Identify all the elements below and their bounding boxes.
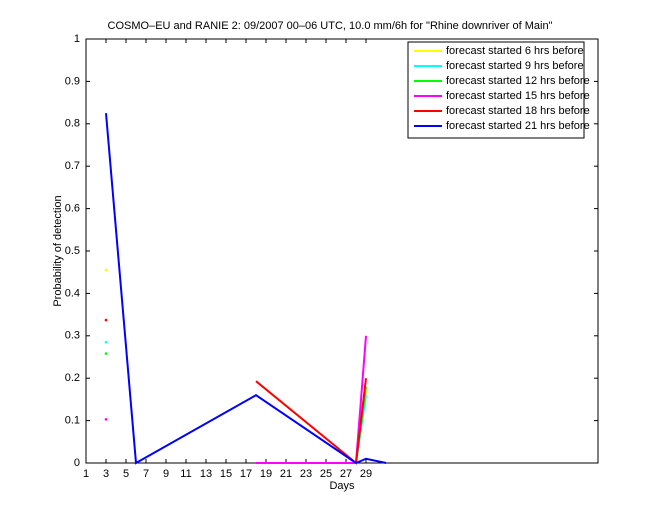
x-tick-label: 25 — [320, 468, 332, 480]
y-tick-label: 0.5 — [65, 245, 80, 257]
legend-label: forecast started 12 hrs before — [446, 75, 590, 87]
y-tick-label: 0.2 — [65, 372, 80, 384]
legend-label: forecast started 21 hrs before — [446, 120, 590, 132]
x-tick-label: 1 — [83, 468, 89, 480]
data-point — [104, 318, 108, 322]
y-tick-label: 1 — [74, 33, 80, 45]
chart-title: COSMO–EU and RANIE 2: 09/2007 00–06 UTC,… — [108, 20, 553, 32]
data-point — [104, 352, 108, 355]
x-axis-label: Days — [329, 480, 355, 492]
x-tick-label: 9 — [163, 468, 169, 480]
x-tick-label: 27 — [340, 468, 352, 480]
x-tick-label: 21 — [280, 468, 292, 480]
y-tick-label: 0.1 — [65, 415, 80, 427]
legend-label: forecast started 9 hrs before — [446, 60, 584, 72]
x-tick-label: 5 — [123, 468, 129, 480]
x-tick-label: 23 — [300, 468, 312, 480]
legend-label: forecast started 18 hrs before — [446, 105, 590, 117]
y-tick-label: 0.6 — [65, 203, 80, 215]
x-tick-label: 13 — [200, 468, 212, 480]
y-axis-label: Probability of detection — [52, 195, 64, 306]
x-tick-label: 29 — [360, 468, 372, 480]
x-tick-label: 3 — [103, 468, 109, 480]
x-tick-label: 7 — [143, 468, 149, 480]
legend-label: forecast started 6 hrs before — [446, 45, 584, 57]
y-tick-label: 0 — [74, 457, 80, 469]
legend-box — [407, 41, 585, 139]
legend-label: forecast started 15 hrs before — [446, 90, 590, 102]
y-tick-label: 0.9 — [65, 75, 80, 87]
y-tick-label: 0.7 — [65, 160, 80, 172]
x-tick-label: 11 — [180, 468, 191, 480]
data-point — [104, 418, 108, 421]
x-tick-label: 15 — [220, 468, 232, 480]
data-point — [104, 340, 108, 344]
y-tick-label: 0.4 — [65, 287, 80, 299]
y-tick-label: 0.3 — [65, 330, 80, 342]
x-tick-label: 17 — [240, 468, 252, 480]
y-tick-label: 0.8 — [65, 118, 80, 130]
data-point — [104, 268, 108, 272]
series-line — [105, 113, 387, 465]
x-tick-label: 19 — [260, 468, 272, 480]
